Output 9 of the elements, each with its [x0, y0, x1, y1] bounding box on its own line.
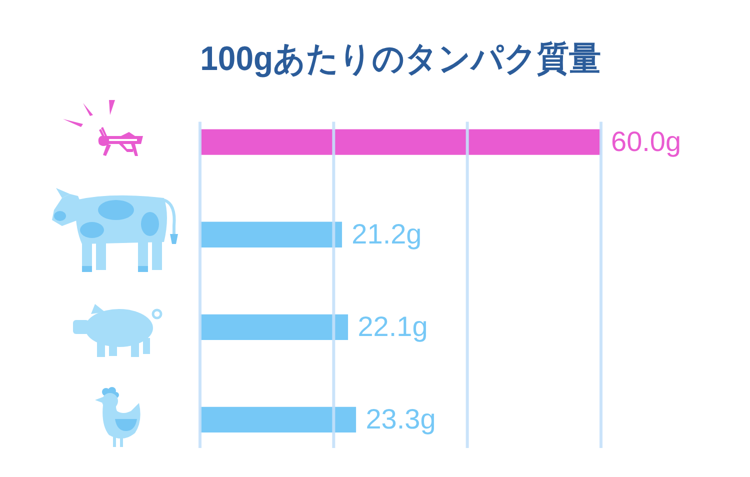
- bar: [200, 314, 348, 340]
- bar: [200, 222, 342, 248]
- bar: [200, 129, 601, 155]
- data-label: 60.0g: [611, 126, 682, 157]
- data-label: 23.3g: [366, 403, 436, 434]
- data-label: 22.1g: [358, 310, 428, 342]
- bar: [200, 406, 356, 433]
- data-label: 21.2g: [352, 218, 422, 250]
- chart-title: 100gあたりのタンパク質量: [200, 38, 601, 77]
